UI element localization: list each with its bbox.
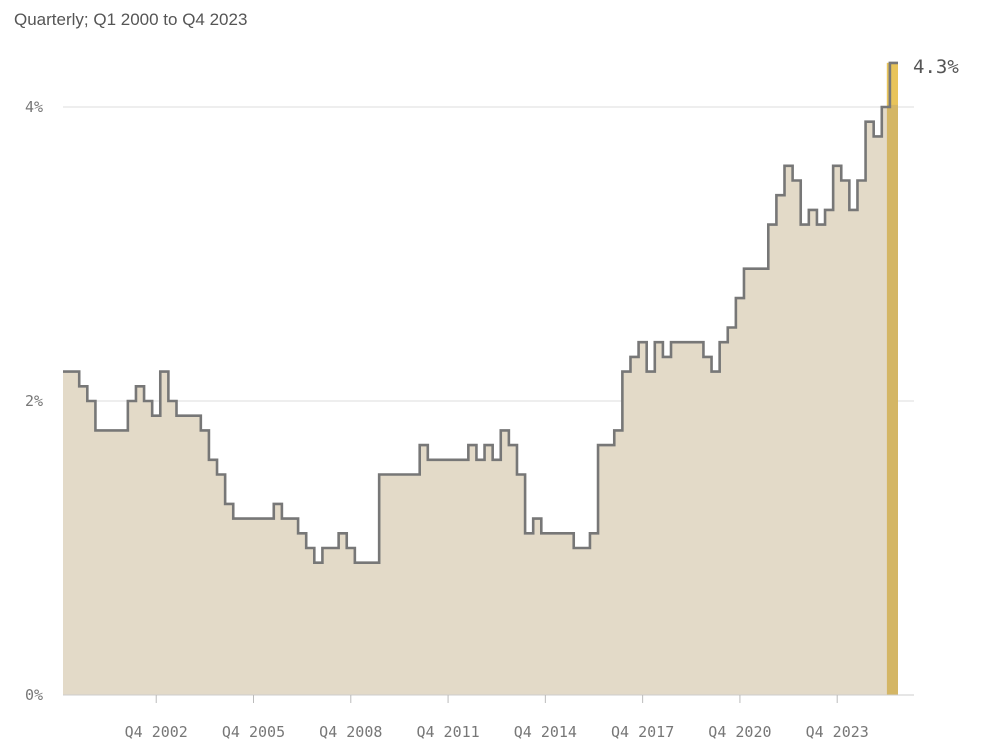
x-tick-label: Q4 2005 [222, 723, 285, 741]
series-line [63, 61, 898, 564]
x-axis-labels: Q4 2002 Q4 2005 Q4 2008 Q4 2011 Q4 2014 Q4 20… [125, 723, 869, 741]
latest-quarter-highlight-top [886, 62, 898, 105]
x-tick-label: Q4 2020 [708, 723, 771, 741]
chart-subtitle: Quarterly; Q1 2000 to Q4 2023 [14, 10, 248, 29]
x-tick-label: Q4 2011 [416, 723, 479, 741]
area-fill [63, 62, 898, 695]
x-tick-label: Q4 2002 [125, 723, 188, 741]
latest-quarter-highlight [886, 62, 898, 695]
x-tick-label: Q4 2023 [806, 723, 869, 741]
x-tick-label: Q4 2014 [514, 723, 577, 741]
y-axis-labels: 0% 2% 4% [25, 98, 43, 704]
x-tick-label: Q4 2008 [319, 723, 382, 741]
y-tick-label: 0% [25, 686, 43, 704]
y-tick-label: 2% [25, 392, 43, 410]
x-tick-label: Q4 2017 [611, 723, 674, 741]
y-tick-label: 4% [25, 98, 43, 116]
x-axis-ticks [155, 695, 838, 703]
end-value-label: 4.3% [913, 56, 959, 78]
